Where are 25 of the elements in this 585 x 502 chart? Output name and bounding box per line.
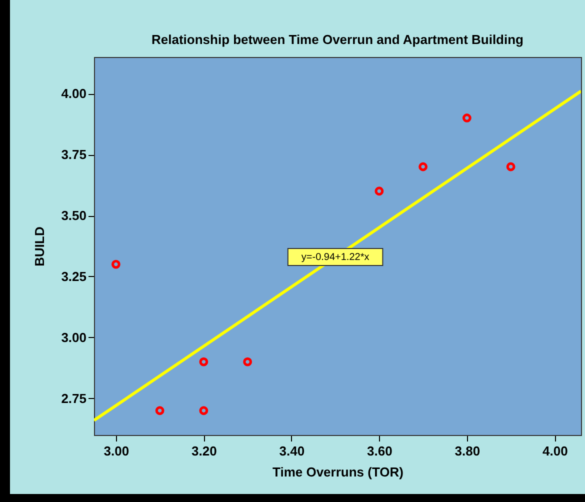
x-tick-label: 3.40 (279, 444, 305, 458)
point (462, 114, 472, 122)
y-tick-label: 3.00 (61, 330, 86, 345)
point (243, 357, 252, 366)
y-tick-label: 3.50 (61, 208, 86, 224)
y-tick-label: 3.25 (61, 268, 86, 284)
point (155, 406, 164, 416)
point (111, 260, 120, 269)
y-tick-label: 4.00 (61, 86, 86, 102)
point (418, 162, 428, 172)
x-tick-label: 3.80 (454, 444, 480, 458)
annotation: y=-0.94+1.22*x (301, 252, 370, 263)
x-tick-label: 3.20 (192, 444, 217, 458)
point (374, 186, 384, 196)
chart-title: Relationship between Time Overrun and Apartment Building (152, 32, 524, 47)
y-tick-label: 2.75 (61, 390, 86, 406)
y-axis-title: BUILD (32, 226, 48, 266)
x-axis-title: Time Overruns (TOR) (272, 464, 404, 480)
x-tick-label: 3.60 (367, 444, 392, 458)
point (506, 162, 516, 172)
point (199, 406, 208, 416)
x-tick-label: 4.00 (542, 444, 568, 458)
point (199, 357, 208, 366)
y-tick-label: 3.75 (61, 147, 86, 162)
x-tick-label: 3.00 (104, 444, 130, 458)
